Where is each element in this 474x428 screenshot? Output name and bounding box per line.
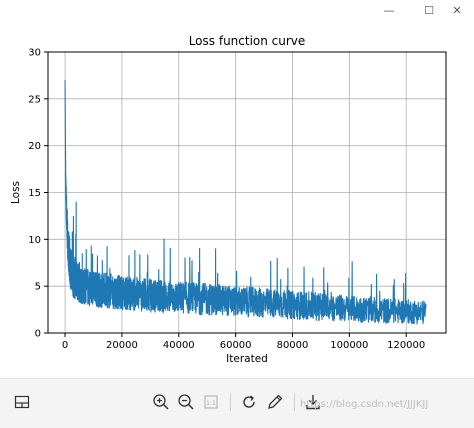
toolbar-separator	[294, 393, 295, 411]
watermark-text: https://blog.csdn.net/JJJKJJ	[300, 399, 429, 410]
x-tick-label: 60000	[220, 340, 252, 351]
pen-icon[interactable]	[264, 391, 286, 413]
x-tick-label: 20000	[106, 340, 138, 351]
x-tick-label: 120000	[387, 340, 425, 351]
layout-icon[interactable]	[11, 391, 33, 413]
close-button[interactable]: ✕	[452, 4, 462, 17]
x-tick-label: 0	[62, 340, 68, 351]
figure-toolbar: 1:1 https://blog.csdn.net/JJJKJJ	[0, 378, 474, 428]
maximize-button[interactable]: ☐	[424, 4, 434, 17]
zoom-in-icon[interactable]	[150, 391, 172, 413]
x-tick-label: 80000	[277, 340, 309, 351]
toolbar-separator	[230, 393, 231, 411]
y-tick-label: 15	[28, 188, 41, 199]
x-axis-label: Iterated	[226, 353, 268, 365]
y-tick-label: 30	[28, 48, 41, 59]
loss-chart: 0 20000 40000 60000 80000 100000 120000 0 5 10 15 2…	[10, 34, 447, 365]
reset-icon[interactable]	[238, 391, 260, 413]
y-tick-label: 25	[28, 94, 41, 105]
minimize-button[interactable]: —	[383, 4, 395, 17]
y-tick-label: 5	[35, 282, 41, 293]
svg-text:1:1: 1:1	[206, 400, 216, 407]
download-icon[interactable]	[302, 391, 324, 413]
fit-icon[interactable]: 1:1	[200, 391, 222, 413]
loss-series-line	[64, 79, 427, 325]
plot-area: 0 20000 40000 60000 80000 100000 120000 0 5 10 15 2…	[0, 22, 474, 378]
x-tick-label: 100000	[330, 340, 368, 351]
y-tick-label: 10	[28, 235, 41, 246]
x-tick-label: 40000	[163, 340, 195, 351]
window-titlebar: — ☐ ✕	[0, 0, 474, 22]
y-tick-label: 0	[35, 329, 41, 340]
y-axis-label: Loss	[10, 181, 22, 204]
y-tick-label: 20	[28, 141, 41, 152]
chart-title: Loss function curve	[189, 34, 306, 48]
zoom-out-icon[interactable]	[175, 391, 197, 413]
